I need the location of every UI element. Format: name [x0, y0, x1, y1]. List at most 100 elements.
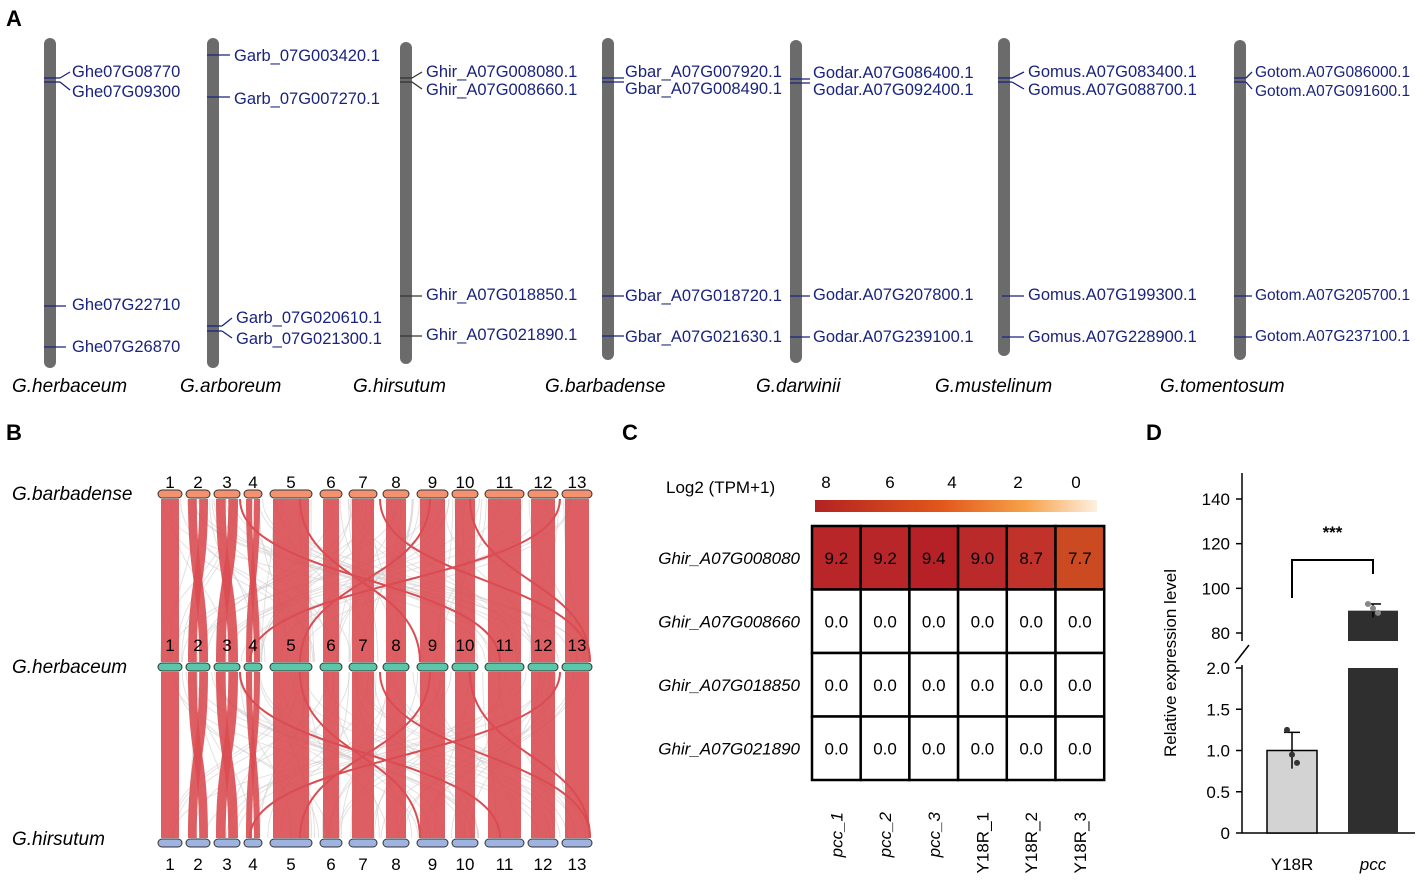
y-tick-label: 1.0: [1206, 742, 1230, 761]
heatmap-value: 0.0: [1019, 612, 1043, 631]
gene-label: Gomus.A07G228900.1: [1028, 328, 1197, 346]
chromosome-bar-tomentosum: [1234, 40, 1246, 360]
y-tick-label: 120: [1202, 535, 1230, 554]
chromosome-bar-mustelinum: [998, 38, 1010, 356]
synteny-band: [455, 672, 475, 838]
chromosome-segment: [185, 838, 211, 848]
chromosome-segment: [157, 838, 183, 848]
color-scale-tick: 4: [947, 473, 956, 492]
chromosome-segment: [382, 489, 410, 499]
synteny-band: [161, 499, 179, 662]
color-scale-tick: 2: [1013, 473, 1022, 492]
synteny-band: [161, 672, 179, 838]
y-tick-label: 2.0: [1206, 659, 1230, 678]
synteny-band: [531, 499, 555, 662]
chromosome-segment: [527, 662, 559, 672]
genome-label: G.herbaceum: [12, 657, 127, 678]
chromosome-segment: [561, 489, 593, 499]
synteny-band: [455, 499, 475, 662]
y-tick-label: 0: [1221, 824, 1230, 843]
heatmap-column-label: pcc_3: [925, 811, 944, 858]
heatmap-value: 0.0: [1068, 676, 1092, 695]
heatmap-value: 0.0: [922, 676, 946, 695]
gene-label: Godar.A07G207800.1: [813, 286, 974, 304]
chromosome-segment: [382, 838, 410, 848]
gene-label: Gomus.A07G088700.1: [1028, 81, 1197, 99]
heatmap-column-label: pcc_2: [876, 811, 895, 858]
gene-label: Ghir_A07G021890.1: [426, 326, 577, 344]
chromosome-number: 3: [222, 855, 231, 874]
chromosome-segment: [243, 838, 263, 848]
chromosome-number: 3: [222, 473, 231, 492]
synteny-thread: [249, 498, 561, 663]
synteny-band: [565, 672, 589, 838]
chromosome-segment: [416, 662, 449, 672]
synteny-band: [488, 499, 521, 662]
heatmap-value: 0.0: [922, 612, 946, 631]
chromosome-number: 4: [248, 855, 257, 874]
panel-d-bar-chart: Relative expression level 0 0.5 1.0 1.5 2.0 8…: [1161, 473, 1415, 874]
chromosome-bar-hirsutum: [400, 42, 412, 364]
gene-label: Gotom.A07G205700.1: [1255, 287, 1410, 304]
synteny-band: [323, 672, 339, 838]
data-point: [1375, 609, 1381, 616]
chromosome-segment: [269, 838, 313, 848]
heatmap-value: 9.0: [971, 549, 995, 568]
species-label: G.tomentosum: [1160, 376, 1285, 397]
heatmap-cell: [1054, 651, 1106, 718]
chromosome-number: 11: [496, 636, 514, 655]
synteny-band: [216, 672, 238, 838]
heatmap-value: 0.0: [971, 612, 995, 631]
gene-label: Godar.A07G239100.1: [813, 328, 974, 346]
chromosome-number: 9: [428, 855, 437, 874]
synteny-thread: [379, 498, 591, 663]
color-scale-tick: 8: [821, 473, 830, 492]
chromosome-number: 2: [193, 855, 202, 874]
gene-label: Ghir_A07G018850.1: [426, 286, 577, 304]
synteny-band: [531, 672, 555, 838]
chromosome-number: 13: [568, 473, 587, 492]
gene-label: Ghir_A07G008660.1: [426, 81, 577, 99]
chromosome-segment: [269, 489, 313, 499]
synteny-band: [420, 672, 445, 838]
heatmap-value: 0.0: [825, 612, 849, 631]
heatmap-value: 9.2: [873, 549, 897, 568]
chromosome-segment: [416, 838, 449, 848]
heatmap-cell: [859, 715, 911, 782]
y-tick-label: 0.5: [1206, 783, 1230, 802]
heatmap-cell: [1054, 715, 1106, 782]
gene-label: Gbar_A07G007920.1: [625, 63, 782, 81]
synteny-thread: [299, 498, 421, 663]
chromosome-number: 13: [568, 855, 587, 874]
background-link: [196, 498, 429, 663]
gene-label: Godar.A07G092400.1: [813, 81, 974, 99]
heatmap-value: 9.4: [922, 549, 946, 568]
panel-b-label: B: [6, 420, 22, 445]
synteny-thread: [299, 498, 431, 663]
chromosome-bar-arboreum: [207, 38, 219, 368]
heatmap-cell: [956, 715, 1009, 782]
chromosome-number: 11: [496, 473, 514, 492]
y-tick-label: 140: [1202, 490, 1230, 509]
gene-label: Garb_07G007270.1: [234, 90, 380, 108]
chromosome-segment: [451, 489, 479, 499]
chromosome-number: 9: [428, 473, 437, 492]
chromosome-segment: [527, 838, 559, 848]
heatmap-value: 0.0: [1068, 612, 1092, 631]
chromosome-segment: [484, 489, 525, 499]
chromosome-segment: [561, 838, 593, 848]
gene-label: Garb_07G020610.1: [236, 309, 382, 327]
heatmap-cell: [1054, 524, 1106, 591]
synteny-thread: [239, 671, 501, 839]
chromosome-number: 10: [456, 636, 475, 655]
gene-label: Gotom.A07G237100.1: [1255, 328, 1410, 345]
chromosome-number: 5: [286, 636, 295, 655]
heatmap-value: 0.0: [971, 739, 995, 758]
background-link: [310, 498, 312, 663]
heatmap-cell: [810, 588, 862, 655]
chromosome-segment: [527, 489, 559, 499]
heatmap-value: 8.7: [1019, 549, 1043, 568]
chromosome-number: 13: [568, 636, 587, 655]
gene-label: Gomus.A07G199300.1: [1028, 286, 1197, 304]
